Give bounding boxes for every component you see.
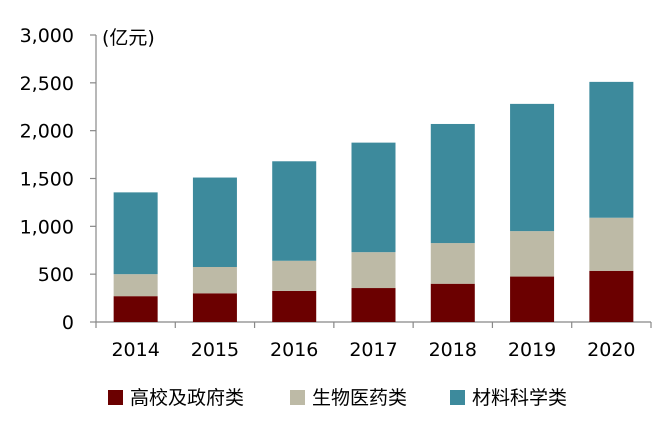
bar-segment-3-2014: [113, 192, 158, 275]
bar-segment-1-2019: [510, 276, 555, 322]
x-tick-label: 2019: [508, 339, 556, 361]
y-tick-label: 3,000: [20, 25, 74, 47]
legend-swatch: [108, 390, 123, 405]
bar-segment-3-2016: [272, 161, 317, 261]
bar-segment-2-2017: [351, 252, 396, 289]
y-tick-label: 500: [38, 264, 74, 286]
bar-segment-3-2017: [351, 142, 396, 253]
bar-segment-2-2018: [430, 243, 475, 284]
bar-segment-1-2016: [272, 290, 317, 322]
bar-segment-1-2015: [192, 293, 237, 322]
y-tick-label: 1,000: [20, 216, 74, 238]
bar-segment-2-2014: [113, 274, 158, 297]
bar-segment-2-2019: [510, 231, 555, 277]
legend-label: 材料科学类: [472, 387, 567, 409]
x-tick-label: 2016: [270, 339, 318, 361]
y-tick-label: 0: [62, 312, 74, 334]
bar-segment-2-2020: [589, 217, 634, 271]
bars: [113, 81, 634, 322]
legend-label: 生物医药类: [312, 387, 407, 409]
x-tick-label: 2017: [349, 339, 397, 361]
y-tick-label: 2,000: [20, 121, 74, 143]
y-unit-label: (亿元): [102, 27, 155, 49]
legend: 高校及政府类 生物医药类 材料科学类: [108, 387, 567, 409]
legend-swatch: [290, 390, 305, 405]
legend-label: 高校及政府类: [130, 387, 244, 409]
bar-segment-1-2018: [430, 283, 475, 322]
bar-segment-1-2020: [589, 270, 634, 322]
bar-segment-3-2019: [510, 103, 555, 232]
bar-segment-3-2015: [192, 177, 237, 267]
bar-segment-3-2020: [589, 81, 634, 218]
bar-segment-3-2018: [430, 123, 475, 244]
x-tick-label: 2018: [429, 339, 477, 361]
bar-segment-2-2016: [272, 260, 317, 291]
x-tick-label: 2015: [191, 339, 239, 361]
bar-segment-1-2017: [351, 288, 396, 322]
y-tick-label: 1,500: [20, 169, 74, 191]
legend-swatch: [450, 390, 465, 405]
x-tick-label: 2014: [111, 339, 159, 361]
x-tick-label: 2020: [587, 339, 635, 361]
bar-segment-2-2015: [192, 266, 237, 294]
axes: 0 500 1,000 1,500 2,000 2,500 3,000 2014 2015 201…: [20, 25, 652, 361]
bar-segment-1-2014: [113, 296, 158, 322]
y-tick-label: 2,500: [20, 73, 74, 95]
